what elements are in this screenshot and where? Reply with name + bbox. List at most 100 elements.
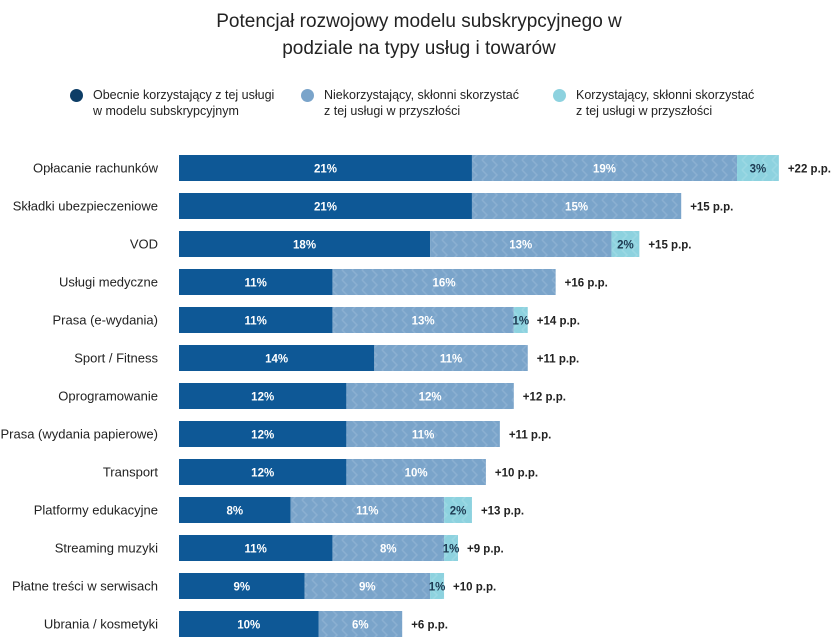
total-label: +9 p.p. <box>467 544 504 556</box>
total-label: +10 p.p. <box>495 468 538 480</box>
category-label: Płatne treści w serwisach <box>12 579 158 594</box>
chart-title: Potencjał rozwojowy modelu subskrypcyjne… <box>0 8 838 62</box>
bar-segment-pattern <box>737 155 779 181</box>
bar-segment-pattern <box>304 573 431 599</box>
total-label: +14 p.p. <box>537 316 580 328</box>
bar-segment <box>179 269 333 295</box>
legend-label: Korzystający, skłonni skorzystać z tej u… <box>576 88 755 118</box>
bar-segment-pattern <box>471 155 737 181</box>
bar-segment <box>179 307 333 333</box>
legend-item-current: Obecnie korzystający z tej usługi w mode… <box>70 87 274 119</box>
bar-segment-pattern <box>430 231 612 257</box>
total-label: +11 p.p. <box>509 430 552 442</box>
category-label: VOD <box>130 237 158 252</box>
legend-label: Niekorzystający, skłonni skorzystać z te… <box>324 88 519 118</box>
bar-segment <box>179 155 472 181</box>
bar-segment-pattern <box>611 231 640 257</box>
bar-segment-pattern <box>346 421 500 447</box>
bar-segment <box>179 459 347 485</box>
data-label: 1% <box>429 582 446 594</box>
data-label: 6% <box>352 620 369 632</box>
data-label: 9% <box>359 582 376 594</box>
bar-segment <box>179 421 347 447</box>
total-label: +15 p.p. <box>648 240 691 252</box>
data-label: 21% <box>314 202 337 214</box>
bar-segment-pattern <box>346 459 486 485</box>
data-label: 12% <box>251 468 274 480</box>
data-label: 9% <box>233 582 250 594</box>
legend-dot-icon <box>301 89 314 102</box>
category-label: Prasa (wydania papierowe) <box>0 427 158 442</box>
data-label: 1% <box>443 544 460 556</box>
data-label: 11% <box>245 278 267 290</box>
total-label: +12 p.p. <box>523 392 566 404</box>
data-label: 11% <box>356 506 378 518</box>
data-label: 12% <box>419 392 442 404</box>
bar-segment-pattern <box>332 307 514 333</box>
data-label: 11% <box>412 430 434 442</box>
data-label: 18% <box>293 240 316 252</box>
data-label: 2% <box>617 240 634 252</box>
bar-segment-pattern <box>513 307 528 333</box>
data-label: 14% <box>265 354 288 366</box>
bar-segment <box>179 497 291 523</box>
bar-segment <box>179 611 319 637</box>
data-label: 19% <box>593 164 616 176</box>
data-label: 10% <box>237 620 260 632</box>
data-label: 21% <box>314 164 337 176</box>
total-label: +10 p.p. <box>453 582 496 594</box>
bar-segment-pattern <box>318 611 403 637</box>
category-label: Prasa (e-wydania) <box>53 313 159 328</box>
data-label: 13% <box>412 316 435 328</box>
data-label: 15% <box>565 202 588 214</box>
bar-segment-pattern <box>290 497 445 523</box>
bar-segment <box>179 193 472 219</box>
data-label: 12% <box>251 430 274 442</box>
category-label: Ubrania / kosmetyki <box>44 617 158 632</box>
legend-dot-icon <box>553 89 566 102</box>
total-label: +16 p.p. <box>565 278 608 290</box>
category-label: Transport <box>103 465 159 480</box>
data-label: 13% <box>509 240 532 252</box>
legend-item-future-existing: Korzystający, skłonni skorzystać z tej u… <box>553 87 754 119</box>
data-label: 16% <box>433 278 456 290</box>
total-label: +11 p.p. <box>537 354 580 366</box>
total-label: +22 p.p. <box>788 164 831 176</box>
category-label: Platformy edukacyjne <box>34 503 158 518</box>
legend-dot-icon <box>70 89 83 102</box>
bar-segment <box>179 535 333 561</box>
data-label: 8% <box>226 506 243 518</box>
bar-segment <box>179 383 347 409</box>
data-label: 11% <box>440 354 462 366</box>
data-label: 2% <box>450 506 467 518</box>
legend-label: Obecnie korzystający z tej usługi w mode… <box>93 88 275 118</box>
data-label: 3% <box>750 164 767 176</box>
bar-segment-pattern <box>346 383 514 409</box>
total-label: +15 p.p. <box>690 202 733 214</box>
category-label: Oprogramowanie <box>58 389 158 404</box>
bar-segment <box>179 231 431 257</box>
data-label: 1% <box>512 316 529 328</box>
total-label: +6 p.p. <box>411 620 448 632</box>
data-label: 11% <box>245 544 267 556</box>
bar-segment <box>179 345 375 371</box>
chart-title-text: Potencjał rozwojowy modelu subskrypcyjne… <box>216 11 622 59</box>
bar-segment-pattern <box>430 573 445 599</box>
data-label: 11% <box>245 316 267 328</box>
data-label: 12% <box>251 392 274 404</box>
bar-segment-pattern <box>332 535 445 561</box>
bar-segment-pattern <box>332 269 556 295</box>
data-label: 8% <box>380 544 397 556</box>
data-label: 10% <box>405 468 428 480</box>
legend-item-future-new: Niekorzystający, skłonni skorzystać z te… <box>301 87 519 119</box>
category-label: Opłacanie rachunków <box>33 161 159 176</box>
category-label: Streaming muzyki <box>55 541 158 556</box>
category-label: Sport / Fitness <box>74 351 158 366</box>
category-label: Usługi medyczne <box>59 275 158 290</box>
category-label: Składki ubezpieczeniowe <box>13 199 158 214</box>
bar-segment-pattern <box>471 193 682 219</box>
bar-segment-pattern <box>444 497 472 523</box>
total-label: +13 p.p. <box>481 506 524 518</box>
bar-segment-pattern <box>374 345 528 371</box>
